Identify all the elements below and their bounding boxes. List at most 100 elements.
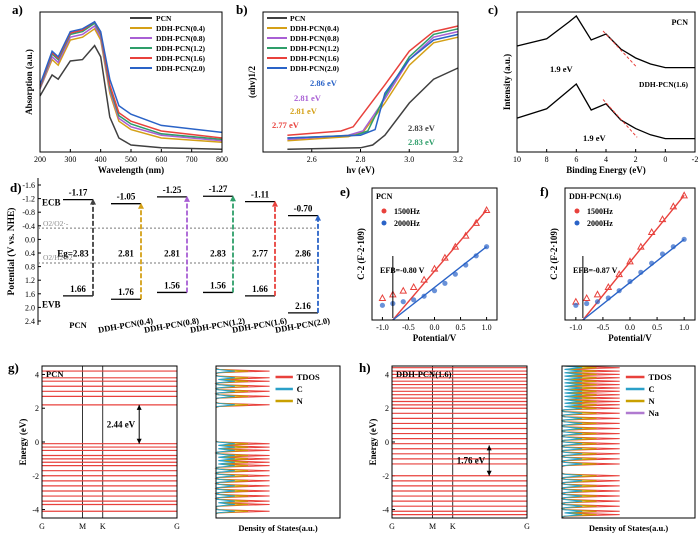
- legend-label: TDOS: [648, 372, 671, 382]
- legend-label: PCN: [156, 14, 172, 23]
- legend-label: DDH-PCN(1.6): [156, 54, 205, 63]
- y-axis-label: C-2 (F-2·109): [549, 228, 559, 280]
- plot-frame: [391, 365, 528, 519]
- x-tick-label: 0.5: [652, 323, 662, 332]
- cb-value: -1.17: [69, 188, 88, 198]
- arrow-head: [315, 214, 321, 221]
- x-tick-label: 3.2: [453, 155, 463, 164]
- plot-frame: [564, 187, 696, 321]
- x-tick-label: 0.0: [625, 323, 635, 332]
- legend-label: Na: [648, 408, 659, 418]
- x-tick-label: 200: [34, 155, 46, 164]
- eg-value: Eg=2.83: [57, 248, 89, 258]
- k-point-label: G: [174, 522, 180, 531]
- tangent-line: [602, 99, 638, 138]
- x-tick-label: 500: [125, 155, 137, 164]
- arrow-head: [272, 200, 278, 207]
- fit-line: [392, 209, 488, 321]
- legend-label: DDH-PCN(0.4): [156, 24, 205, 33]
- y-tick-label: 4: [35, 370, 39, 379]
- dos-x-label: Density of States(a.u.): [589, 523, 668, 533]
- legend-label: C: [297, 384, 303, 394]
- panel-a: a) 200 300 400 500 600 700 800 Wavelength (nm) Ab…: [12, 2, 228, 175]
- x-axis-label: Potential/V: [608, 333, 652, 343]
- x-tick-label: 600: [155, 155, 167, 164]
- y-axis-label: Potential (V vs. NHE): [6, 208, 17, 296]
- eg-value: 2.86: [295, 248, 311, 258]
- reference-label: O2/O2·-: [43, 219, 69, 228]
- arrow-head: [486, 445, 492, 451]
- cb-axis-label: ECB: [42, 197, 61, 207]
- series-line: [39, 27, 223, 143]
- x-tick-label: 0.0: [430, 323, 440, 332]
- x-tick-label: 4: [604, 155, 608, 164]
- panel-d: d) -1.6 -1.2 -0.8 -0.4 0.0 0.4 0.8 1.2 1.6 2.0 2.4 P…: [6, 178, 331, 335]
- legend-label: N: [648, 396, 655, 406]
- panel-label: f): [540, 184, 549, 199]
- data-point: [472, 218, 481, 226]
- data-point: [680, 191, 689, 199]
- cb-value: -1.25: [163, 185, 182, 195]
- eg-value: 2.81: [118, 248, 134, 258]
- series-line: [39, 44, 223, 150]
- plot-frame: [262, 11, 459, 153]
- panel-h: h) 4 2 0 -2 -4 Energy (eV) G M K G DDH-PCN(1.6) 1.76…: [359, 360, 672, 533]
- legend-label: N: [297, 396, 304, 406]
- data-point: [409, 282, 418, 290]
- chart-title: DDH-PCN(1.6): [396, 369, 452, 379]
- y-tick-label: 0.8: [25, 263, 35, 272]
- data-point: [442, 280, 448, 286]
- plot-frame: [371, 187, 498, 321]
- y-tick-label: 2.0: [25, 303, 35, 312]
- y-axis-label: Intensity (a.u.): [502, 54, 512, 110]
- panel-f: f) -1.0 -0.5 0.0 0.5 1.0 Potential/V C-2 (F-2·1…: [540, 184, 689, 343]
- data-point: [582, 293, 591, 301]
- x-tick-label: -0.5: [597, 323, 610, 332]
- y-tick-label: 4: [385, 370, 389, 379]
- cb-value: -0.70: [294, 204, 313, 214]
- arrow-head: [184, 195, 190, 202]
- y-tick-label: -0.8: [22, 208, 35, 217]
- y-tick-label: 2: [35, 404, 39, 413]
- series-line: [39, 24, 223, 142]
- eg-value: 2.83: [210, 248, 226, 258]
- dos-frame: [561, 365, 696, 519]
- k-point-label: M: [79, 522, 86, 531]
- legend-label: DDH-PCN(0.4): [290, 24, 339, 33]
- dos-x-label: Density of States(a.u.): [238, 523, 317, 533]
- x-tick-label: 8: [545, 155, 549, 164]
- panel-e: e) -1.0 -0.5 0.0 0.5 1.0 Potential/V C-2 (F-2·1…: [340, 184, 492, 343]
- tangent-line: [602, 30, 638, 68]
- k-point-label: G: [39, 522, 45, 531]
- vb-value: 1.56: [164, 280, 180, 290]
- eg-value: 2.81: [164, 248, 180, 258]
- y-tick-label: -2: [32, 472, 39, 481]
- x-tick-label: -2: [692, 155, 699, 164]
- efb-annotation: EFB=-0.87 V: [573, 266, 618, 275]
- chart-title: PCN: [46, 369, 64, 379]
- x-tick-label: 0: [663, 155, 667, 164]
- series-line: [516, 15, 695, 69]
- bandgap-annotation: 2.81 eV: [294, 93, 322, 103]
- panel-label: g): [8, 360, 19, 375]
- plot-frame: [39, 11, 223, 153]
- x-tick-label: 800: [216, 155, 228, 164]
- k-point-label: G: [389, 522, 395, 531]
- data-point: [584, 300, 590, 307]
- x-tick-label: 6: [574, 155, 578, 164]
- legend-label: DDH-PCN(2.0): [156, 64, 205, 73]
- eg-value: 2.77: [252, 248, 268, 258]
- arrow-head: [138, 202, 144, 209]
- legend-marker: [574, 220, 580, 226]
- k-point-label: G: [524, 522, 530, 531]
- reference-label: O2/H2O2: [43, 253, 73, 262]
- y-tick-label: 1.6: [25, 290, 35, 299]
- data-point: [420, 275, 428, 283]
- bandgap-annotation: 2.83 eV: [408, 137, 436, 147]
- legend-label: TDOS: [297, 372, 320, 382]
- legend-marker: [381, 208, 387, 214]
- panel-label: a): [12, 2, 23, 17]
- k-point-label: K: [100, 522, 106, 531]
- y-tick-label: 1.2: [25, 276, 35, 285]
